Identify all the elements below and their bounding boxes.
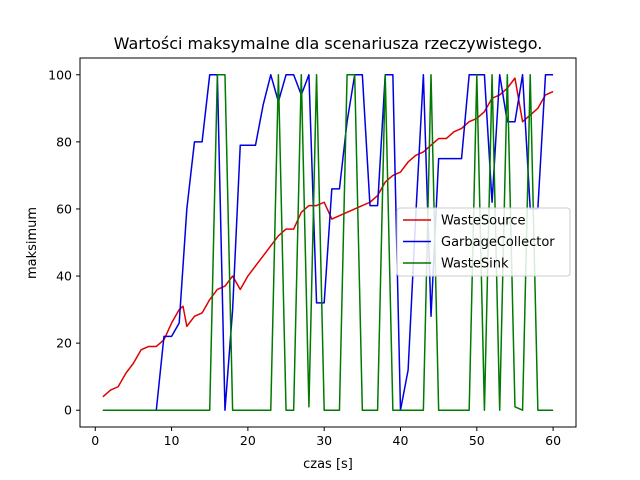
y-axis-label: maksimum (25, 207, 40, 279)
plot-area-frame (79, 57, 577, 428)
legend-label-wastesink: WasteSink (441, 257, 509, 272)
legend: WasteSource GarbageCollector WasteSink (396, 207, 571, 277)
x-axis-label: czas [s] (303, 457, 353, 472)
legend-label-garbagecollector: GarbageCollector (441, 235, 555, 250)
chart-title: Wartości maksymalne dla scenariusza rzec… (114, 34, 543, 53)
x-tick-label: 10 (164, 433, 180, 448)
y-tick-label: 100 (48, 67, 72, 82)
x-axis: 0 10 20 30 40 50 60 (91, 427, 561, 448)
legend-label-wastesource: WasteSource (441, 214, 526, 229)
x-tick-label: 20 (240, 433, 256, 448)
y-tick-label: 0 (64, 403, 72, 418)
series-line-garbagecollector (102, 74, 554, 411)
legend-box (396, 207, 571, 277)
x-tick-label: 30 (316, 433, 332, 448)
y-tick-label: 80 (56, 134, 72, 149)
y-tick-label: 60 (56, 201, 72, 216)
x-tick-label: 40 (393, 433, 409, 448)
y-axis: 0 20 40 60 80 100 (48, 67, 80, 418)
x-tick-label: 60 (545, 433, 561, 448)
y-tick-label: 40 (56, 269, 72, 284)
x-tick-label: 50 (469, 433, 485, 448)
series-line-wastesource (102, 77, 554, 398)
y-tick-label: 20 (56, 336, 72, 351)
x-tick-label: 0 (91, 433, 99, 448)
